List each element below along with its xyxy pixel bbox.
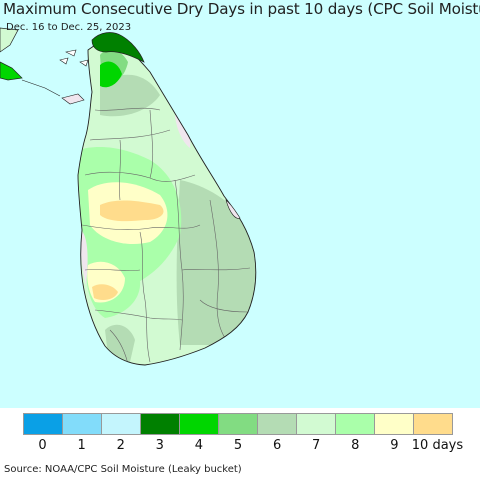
legend-label-0: 0 [38, 438, 47, 453]
district-borders [81, 107, 251, 365]
sri-lanka-map [0, 27, 257, 366]
legend-swatch-9 [375, 414, 414, 434]
map-title: Maximum Consecutive Dry Days in past 10 … [3, 0, 480, 18]
legend-label-5: 5 [233, 438, 243, 453]
legend-swatch-10 [414, 414, 452, 434]
date-range: Dec. 16 to Dec. 25, 2023 [6, 22, 132, 33]
india-coast [0, 27, 19, 53]
northern-islands [59, 49, 89, 67]
legend-swatch-2 [102, 414, 141, 434]
east-coast-lagoon [225, 199, 241, 219]
legend-label-9: 9 [390, 438, 399, 453]
adams-bridge [21, 79, 61, 97]
zone-6-days-east [176, 180, 256, 345]
map-area: Maximum Consecutive Dry Days in past 10 … [0, 0, 480, 408]
legend-swatch-8 [336, 414, 375, 434]
no-data-east [175, 115, 191, 148]
legend-swatch-1 [63, 414, 102, 434]
legend-label-6: 6 [272, 438, 282, 453]
india-coast-green [0, 61, 23, 81]
coastline [77, 36, 257, 366]
mannar-island [61, 93, 85, 105]
legend-label-10: 10 days [411, 438, 464, 453]
jaffna-peninsula [91, 32, 145, 63]
legend-label-4: 4 [194, 438, 204, 453]
legend-swatch-4 [180, 414, 219, 434]
legend-label-1: 1 [77, 438, 86, 453]
legend-color-bar [23, 413, 453, 435]
zone-4-days-north [100, 61, 122, 88]
zone-6-days-north [100, 74, 160, 117]
legend-swatch-6 [258, 414, 297, 434]
legend-swatch-0 [24, 414, 63, 434]
source-credit: Source: NOAA/CPC Soil Moisture (Leaky bu… [4, 464, 242, 475]
legend-swatch-5 [219, 414, 258, 434]
zone-10-days-central [100, 200, 164, 222]
legend-swatch-7 [297, 414, 336, 434]
legend-label-7: 7 [312, 438, 321, 453]
legend-label-3: 3 [155, 438, 164, 453]
no-data-west [80, 230, 88, 285]
zone-10-days-southwest [92, 284, 118, 300]
legend-label-2: 2 [116, 438, 125, 453]
legend-label-8: 8 [351, 438, 360, 453]
legend-swatch-3 [141, 414, 180, 434]
